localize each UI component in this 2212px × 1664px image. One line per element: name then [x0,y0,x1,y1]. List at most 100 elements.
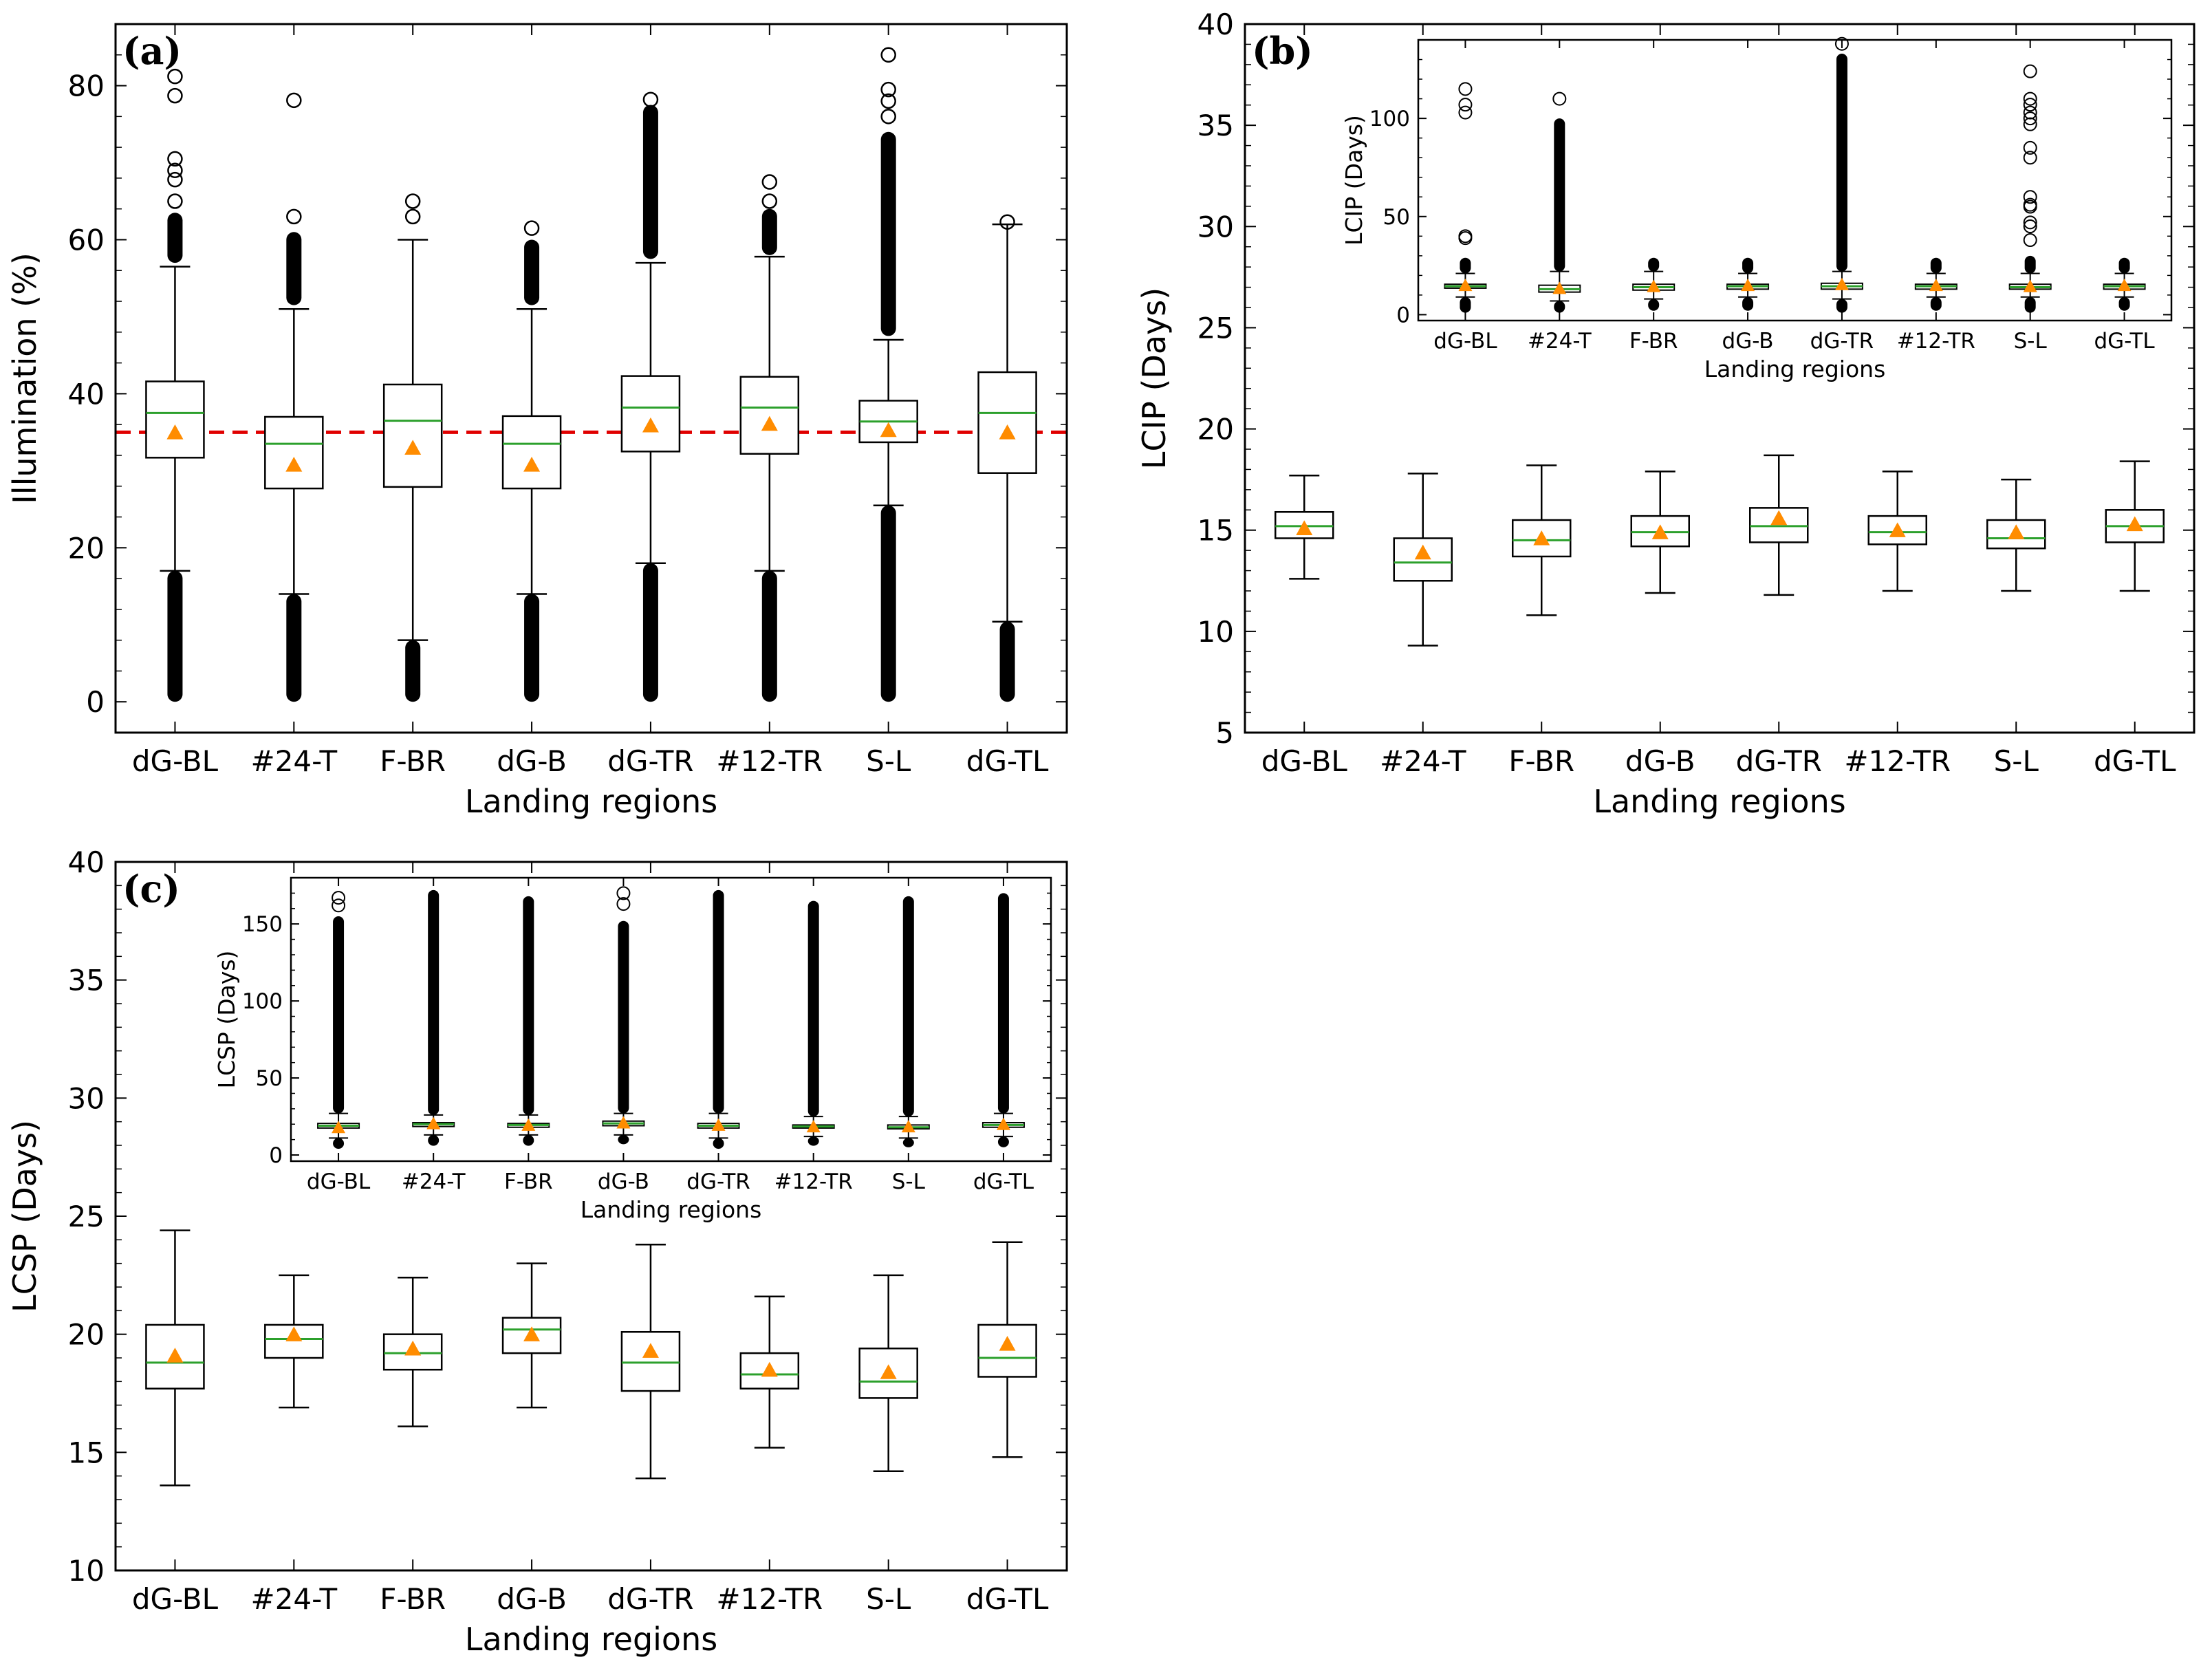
y-tick-label: 25 [1197,311,1234,345]
outlier-point [167,162,183,178]
flier-band-high [524,239,540,305]
x-tick-label: dG-TR [607,744,693,778]
mean-marker [523,1326,541,1341]
x-tick-label: #12-TR [716,744,823,778]
mean-marker [901,1120,915,1133]
y-tick-label: 60 [68,223,105,257]
outlier-point [2023,140,2037,155]
outlier-point [761,174,778,190]
flier-band-low [167,570,183,702]
x-tick-label: dG-TL [966,744,1049,778]
box-iqr [977,371,1037,474]
outlier-point [2023,91,2037,106]
outlier-point [880,93,896,109]
outlier-point [880,47,896,63]
panel-label: (a) [122,29,182,73]
flier-band-low [807,1136,819,1146]
flier-band-low [880,505,896,702]
flier-band-low [523,1134,534,1146]
outlier-point [2023,111,2037,126]
mean-marker [1889,522,1906,537]
y-tick-label: 0 [1396,303,1410,327]
x-tick-label: dG-TR [686,1169,750,1194]
mean-marker [1651,524,1669,539]
y-tick-label: 0 [269,1143,283,1168]
outlier-point [616,897,631,911]
panel-b-inset: 0 50 100 dG-BL #24-T F-BR dG-B dG-TR #12-TR S-L dG… [1341,36,2173,382]
mean-marker [642,417,659,433]
mean-marker [426,1116,441,1130]
flier-band-low [2118,296,2130,311]
mean-marker [1296,520,1313,535]
flier-band-high [761,208,777,255]
mean-marker [1929,279,1943,292]
outlier-point [2023,190,2037,204]
x-tick-label: #12-TR [1844,744,1951,778]
box-iqr [620,1330,681,1392]
x-tick-label: dG-TR [1736,744,1822,778]
x-tick-label: dG-B [598,1169,649,1194]
outlier-point [761,193,778,209]
flier-band-low [405,640,421,702]
outlier-point [167,193,183,209]
y-tick-label: 100 [1369,107,1410,131]
axes-frame [114,23,1068,734]
outlier-point [880,81,896,98]
y-tick-label: 10 [1197,615,1234,649]
x-tick-label: F-BR [1508,744,1574,778]
panel-c-inset: 0 50 100 150 dG-BL #24-T F-BR dG-B dG-TR #12-TR S-… [213,876,1052,1223]
outlier-point [167,87,183,104]
flier-band-high [807,900,819,1117]
flier-band-high [618,920,629,1114]
axes-frame [1244,23,2195,734]
x-tick-label: #24-T [1380,744,1466,778]
flier-band-high [1930,257,1942,274]
y-tick-label: 100 [242,989,283,1014]
y-tick-label: 20 [1197,413,1234,446]
flier-band-low [642,563,658,702]
mean-marker [2008,524,2025,539]
flier-band-low [902,1138,914,1147]
box-iqr [264,415,324,490]
x-tick-label: #24-T [1528,329,1592,354]
x-axis-label: Landing regions [465,1621,717,1658]
y-tick-label: 40 [68,845,105,879]
outlier-point [880,109,896,125]
box-iqr [501,415,562,490]
flier-band-low [1554,301,1565,313]
mean-marker [1834,277,1849,290]
y-tick-label: 40 [68,377,105,411]
y-tick-label: 20 [68,1318,105,1352]
flier-band-low [286,594,302,702]
flier-band-high [1648,257,1660,272]
mean-marker [285,1326,303,1341]
flier-band-low [2024,296,2036,313]
x-tick-label: dG-TR [1810,329,1874,354]
y-axis-label: LCSP (Days) [6,1120,43,1312]
x-tick-label: dG-B [497,744,567,778]
mean-marker [166,1348,184,1363]
flier-band-high [2024,255,2036,274]
flier-band-high [333,916,345,1114]
outlier-point [2023,197,2037,212]
mean-marker [880,422,897,437]
panel-label: (c) [122,867,180,911]
outlier-point [2023,219,2037,234]
y-axis-label: LCIP (Days) [1341,115,1367,246]
y-tick-label: 5 [1215,716,1234,750]
flier-band-high [713,889,724,1114]
flier-band-low [428,1134,440,1146]
x-tick-label: F-BR [1629,329,1678,354]
mean-marker [285,456,303,472]
x-tick-label: dG-B [1625,744,1695,778]
outlier-point [286,92,302,109]
x-tick-label: #24-T [251,744,338,778]
y-axis-label: Illumination (%) [6,252,43,504]
outlier-point [404,208,421,225]
x-tick-label: #24-T [251,1582,338,1616]
outlier-point [167,171,183,188]
panel-label: (b) [1252,29,1313,73]
outlier-point [404,193,421,209]
outlier-point [616,886,631,900]
